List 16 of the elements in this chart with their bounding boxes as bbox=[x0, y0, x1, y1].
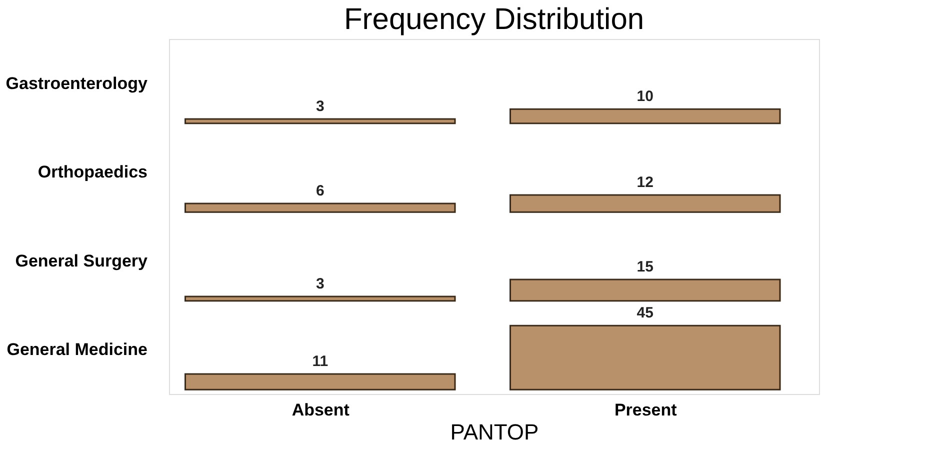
y-tick-label: Gastroenterology bbox=[6, 74, 148, 93]
data-label: 15 bbox=[636, 258, 654, 276]
x-axis-title: PANTOP bbox=[450, 420, 539, 444]
y-tick-label: Orthopaedics bbox=[38, 162, 148, 182]
data-label: 11 bbox=[312, 352, 328, 370]
x-tick-label: Absent bbox=[292, 400, 350, 420]
data-label: 3 bbox=[316, 276, 324, 293]
data-label: 6 bbox=[316, 182, 324, 200]
data-label: 45 bbox=[636, 304, 654, 322]
x-tick-label: Present bbox=[614, 400, 678, 420]
data-label: 10 bbox=[636, 88, 654, 106]
data-label: 12 bbox=[636, 174, 654, 192]
y-tick-label: General Medicine bbox=[6, 340, 148, 360]
y-tick-label: General Surgery bbox=[15, 251, 148, 270]
data-label: 3 bbox=[316, 98, 324, 116]
chart-title: Frequency Distribution bbox=[344, 3, 644, 36]
